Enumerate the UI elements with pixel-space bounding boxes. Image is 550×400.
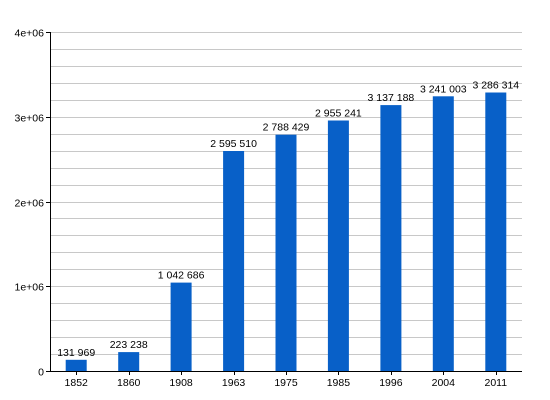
x-tick-label: 1996 <box>379 377 403 389</box>
x-tick-label: 1985 <box>327 377 351 389</box>
value-label: 2 595 510 <box>210 138 257 150</box>
value-label: 2 955 241 <box>315 108 362 120</box>
bar <box>65 359 87 371</box>
value-label: 2 788 429 <box>263 122 310 134</box>
x-tick-label: 1852 <box>65 377 89 389</box>
y-tick-label: 2e+06 <box>15 198 45 210</box>
y-tick-label: 0 <box>38 367 44 379</box>
value-label: 223 238 <box>110 339 148 351</box>
bar <box>118 352 140 371</box>
bar <box>485 92 507 371</box>
value-label: 1 042 686 <box>158 270 205 282</box>
bar <box>223 151 245 371</box>
bar <box>380 105 402 371</box>
y-tick-label: 4e+06 <box>15 28 45 40</box>
value-label: 3 286 314 <box>472 80 519 92</box>
x-tick-label: 1975 <box>274 377 298 389</box>
y-tick-label: 1e+06 <box>15 282 45 294</box>
bar-layer <box>65 92 507 372</box>
axis-layer: 0 1e+06 2e+06 3e+06 4e+06 1852 1860 1908 1963 197… <box>15 28 522 389</box>
value-label: 131 969 <box>57 347 95 359</box>
x-tick-label: 1963 <box>222 377 246 389</box>
bar <box>170 282 192 371</box>
x-tick-label: 1908 <box>169 377 193 389</box>
y-tick-label: 3e+06 <box>15 113 45 125</box>
bar <box>432 96 454 372</box>
bar <box>327 120 349 371</box>
label-layer: 131 969 223 238 1 042 686 2 595 510 2 788 42… <box>57 80 519 359</box>
x-tick-label: 2011 <box>485 377 508 389</box>
x-tick-label: 2004 <box>432 377 456 389</box>
x-tick-label: 1860 <box>117 377 141 389</box>
value-label: 3 137 188 <box>368 92 415 104</box>
bar <box>275 134 297 371</box>
value-label: 3 241 003 <box>420 83 467 95</box>
